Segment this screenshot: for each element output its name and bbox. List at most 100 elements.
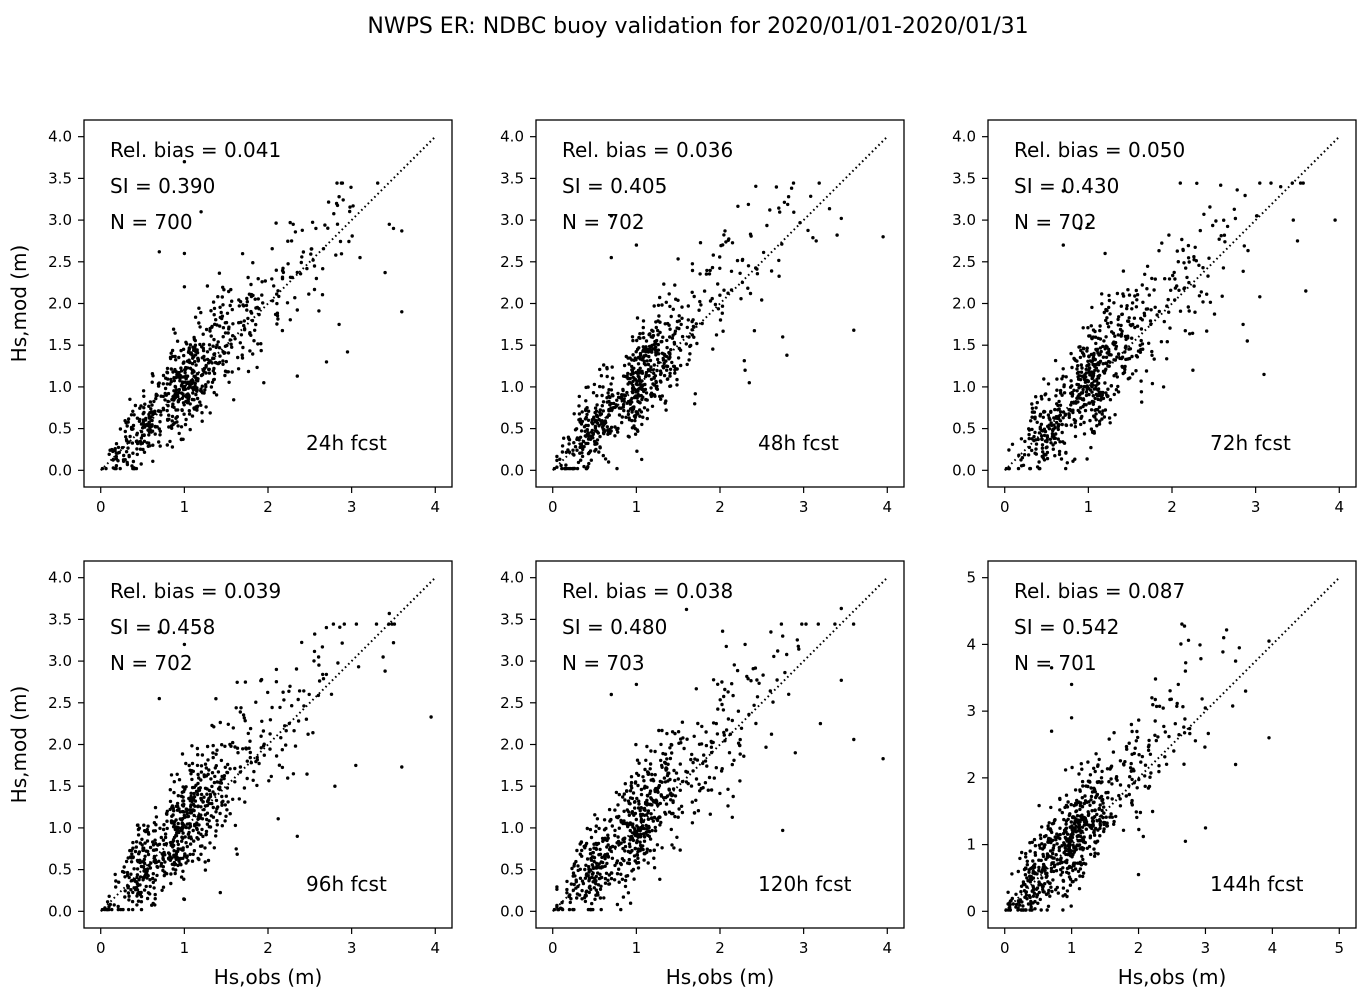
data-point bbox=[655, 843, 660, 847]
data-point bbox=[690, 752, 694, 757]
x-tick-label: 1 bbox=[1084, 498, 1094, 516]
data-point bbox=[1219, 183, 1223, 187]
data-point bbox=[1121, 269, 1126, 273]
data-point bbox=[185, 807, 189, 811]
data-point bbox=[675, 383, 679, 387]
data-point bbox=[1027, 427, 1031, 431]
data-point bbox=[721, 329, 725, 333]
data-point bbox=[816, 622, 820, 626]
data-point bbox=[1130, 752, 1134, 756]
data-point bbox=[156, 843, 160, 847]
data-point bbox=[235, 680, 239, 684]
data-point bbox=[599, 907, 603, 912]
forecast-label: 24h fcst bbox=[306, 431, 387, 455]
data-point bbox=[579, 429, 584, 433]
data-point bbox=[311, 258, 315, 262]
data-point bbox=[652, 371, 656, 375]
data-point bbox=[190, 761, 195, 766]
data-point bbox=[1125, 304, 1129, 308]
data-point bbox=[1088, 359, 1093, 363]
data-point bbox=[429, 715, 433, 719]
data-point bbox=[131, 409, 135, 413]
data-point bbox=[1133, 325, 1137, 330]
data-point bbox=[577, 412, 582, 416]
data-point bbox=[577, 394, 581, 399]
data-point bbox=[1147, 738, 1151, 743]
data-point bbox=[203, 762, 208, 766]
data-point bbox=[597, 826, 601, 831]
data-point bbox=[650, 772, 654, 777]
data-point bbox=[189, 794, 193, 799]
data-point bbox=[205, 817, 209, 822]
data-point bbox=[124, 859, 129, 864]
data-point bbox=[625, 390, 629, 395]
data-point bbox=[317, 663, 321, 667]
data-point bbox=[1155, 313, 1159, 317]
data-point bbox=[1068, 385, 1073, 389]
data-point bbox=[1113, 334, 1117, 338]
data-point bbox=[1095, 780, 1100, 784]
data-point bbox=[606, 833, 610, 837]
data-point bbox=[170, 426, 174, 430]
data-point bbox=[199, 210, 203, 214]
data-point bbox=[123, 895, 127, 899]
data-point bbox=[189, 803, 193, 807]
data-point bbox=[616, 839, 621, 844]
data-point bbox=[1162, 319, 1167, 324]
data-point bbox=[309, 252, 313, 256]
data-point bbox=[1058, 832, 1062, 837]
data-point bbox=[1072, 418, 1076, 422]
data-point bbox=[200, 345, 204, 349]
data-point bbox=[190, 777, 194, 782]
data-point bbox=[1081, 871, 1086, 875]
data-point bbox=[1081, 784, 1085, 788]
data-point bbox=[1041, 889, 1045, 894]
data-point bbox=[650, 816, 654, 821]
data-point bbox=[191, 391, 195, 395]
data-point bbox=[1100, 417, 1104, 421]
data-point bbox=[268, 747, 272, 751]
data-point bbox=[609, 429, 613, 433]
data-point bbox=[143, 418, 148, 422]
data-point bbox=[391, 226, 396, 231]
data-point bbox=[400, 229, 404, 233]
data-point bbox=[1121, 292, 1125, 296]
data-point bbox=[604, 826, 608, 831]
data-point bbox=[641, 345, 645, 349]
data-point bbox=[590, 875, 594, 880]
y-tick-label: 2.5 bbox=[48, 253, 72, 271]
data-point bbox=[1079, 814, 1083, 818]
data-point bbox=[616, 426, 620, 431]
data-point bbox=[1101, 344, 1105, 349]
data-point bbox=[606, 878, 610, 882]
data-point bbox=[1029, 419, 1033, 423]
data-point bbox=[282, 698, 286, 702]
data-point bbox=[1053, 441, 1058, 445]
data-point bbox=[1113, 413, 1117, 417]
data-point bbox=[183, 370, 187, 375]
data-point bbox=[1099, 776, 1104, 780]
data-point bbox=[782, 200, 787, 204]
data-point bbox=[184, 861, 188, 865]
data-point bbox=[390, 622, 394, 626]
data-point bbox=[138, 447, 143, 451]
data-point bbox=[793, 751, 797, 755]
data-point bbox=[1057, 848, 1062, 853]
data-point bbox=[1008, 903, 1012, 908]
data-point bbox=[142, 846, 146, 850]
data-point bbox=[1161, 706, 1165, 710]
data-point bbox=[700, 321, 704, 326]
data-point bbox=[1132, 769, 1136, 773]
data-point bbox=[134, 845, 138, 849]
data-point bbox=[302, 704, 306, 708]
data-point bbox=[1019, 890, 1023, 894]
data-point bbox=[1049, 869, 1054, 874]
data-point bbox=[658, 372, 663, 377]
data-point bbox=[709, 788, 714, 792]
data-point bbox=[804, 622, 808, 626]
data-point bbox=[1088, 418, 1092, 423]
data-point bbox=[1055, 402, 1059, 406]
data-point bbox=[569, 897, 573, 901]
data-point bbox=[1139, 760, 1143, 764]
